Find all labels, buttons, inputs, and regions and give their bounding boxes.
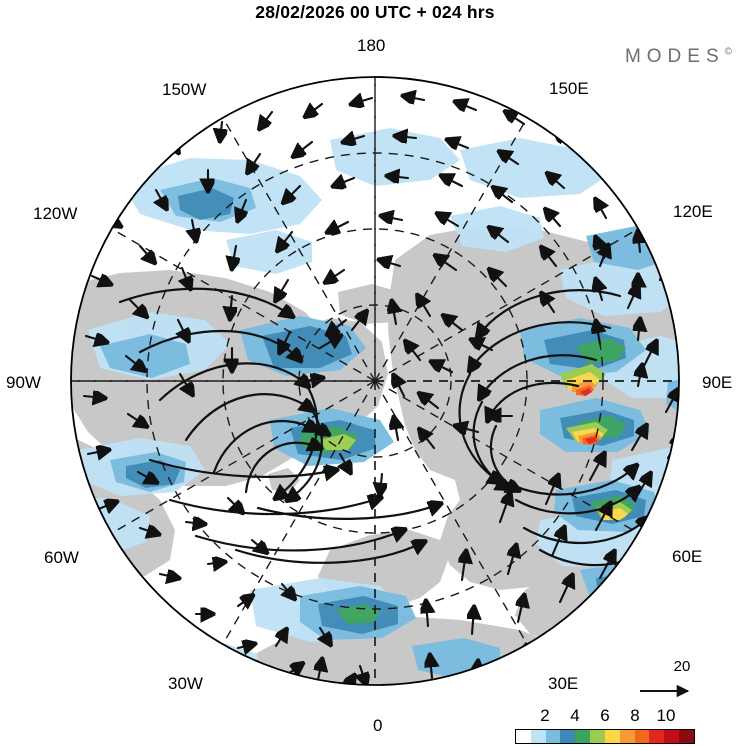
central-axes	[71, 77, 679, 685]
lon-label-30E: 30E	[548, 674, 579, 693]
lon-label-0: 0	[373, 716, 383, 735]
colorbar-segment-11	[679, 730, 694, 743]
lon-label-30W: 30W	[168, 674, 203, 693]
colorbar-tick-labels: 2 4 6 8 10	[515, 706, 695, 728]
modes-logo: MODES©	[625, 46, 732, 68]
colorbar-segment-5	[590, 730, 605, 743]
wind-scale-label: 20	[673, 658, 691, 675]
wind-scale-arrow-icon	[640, 684, 690, 698]
brand-text: MODES	[624, 46, 725, 67]
colorbar-segment-4	[575, 730, 591, 743]
colorbar-segment-2	[545, 730, 561, 743]
colorbar[interactable]	[515, 729, 695, 744]
colorbar-tick-2: 2	[540, 706, 550, 725]
colorbar-tick-8: 8	[630, 706, 640, 725]
colorbar-tick-6: 6	[600, 706, 610, 725]
lon-label-120W: 120W	[33, 204, 78, 223]
lon-label-90E: 90E	[702, 373, 733, 392]
colorbar-segment-3	[560, 730, 576, 743]
polar-map[interactable]: 180 150E 120E 90E 60E 30E 0 30W 60W 90W …	[0, 30, 750, 735]
lon-label-180: 180	[357, 36, 386, 55]
colorbar-segment-1	[530, 730, 546, 743]
lon-label-150W: 150W	[162, 80, 207, 99]
lon-label-60E: 60E	[672, 547, 703, 566]
colorbar-segment-9	[649, 730, 665, 743]
precip-level-9	[580, 388, 597, 444]
colorbar-segment-0	[516, 730, 531, 743]
copyright-icon: ©	[724, 46, 732, 58]
colorbar-tick-10: 10	[656, 706, 676, 725]
colorbar-segment-7	[619, 730, 635, 743]
wind-scale-legend: 20	[632, 658, 732, 704]
globe-outline	[70, 76, 680, 686]
colorbar-segment-6	[604, 730, 620, 743]
lon-label-90W: 90W	[6, 373, 41, 392]
lon-label-60W: 60W	[44, 548, 79, 567]
page-title: 28/02/2026 00 UTC + 024 hrs	[255, 2, 495, 22]
lon-label-120E: 120E	[673, 202, 713, 221]
map-canvas[interactable]	[0, 30, 750, 710]
colorbar-segment-10	[664, 730, 680, 743]
colorbar-segment-8	[634, 730, 650, 743]
lon-label-150E: 150E	[549, 79, 589, 98]
colorbar-tick-4: 4	[570, 706, 580, 725]
